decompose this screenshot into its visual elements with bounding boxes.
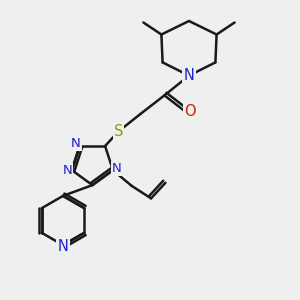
Text: N: N bbox=[184, 68, 194, 83]
Text: N: N bbox=[112, 162, 122, 175]
Text: S: S bbox=[114, 124, 123, 139]
Text: N: N bbox=[62, 164, 72, 177]
Text: N: N bbox=[71, 137, 81, 150]
Text: O: O bbox=[184, 104, 196, 119]
Text: N: N bbox=[58, 239, 68, 254]
